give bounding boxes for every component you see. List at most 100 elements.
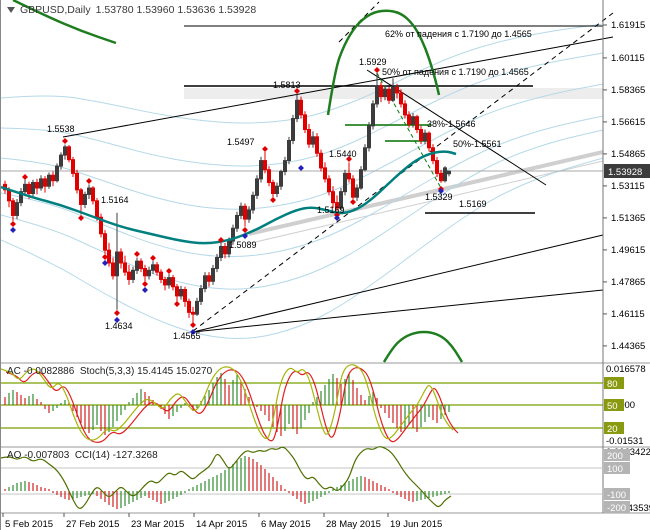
fractal-up-marker	[374, 67, 380, 73]
trendline[interactable]	[62, 36, 614, 138]
price-annotation: 1.5089	[229, 240, 257, 250]
candle-body	[203, 275, 207, 290]
envelope-line	[1, 157, 604, 339]
date-label: 6 May 2015	[261, 519, 311, 530]
candle-body	[63, 146, 67, 156]
price-annotation: 1.5813	[273, 80, 301, 90]
level-badge	[604, 377, 624, 389]
y-axis-label: 1.61915	[611, 20, 645, 31]
candle-body	[231, 227, 235, 242]
candle-body	[11, 200, 15, 216]
green-ma	[382, 330, 464, 363]
signal-marker	[142, 287, 148, 293]
candle-body	[195, 300, 199, 315]
signal-marker	[242, 233, 248, 239]
candle-body	[59, 154, 63, 167]
candle-body	[95, 200, 99, 218]
price-annotation: 1.4634	[105, 321, 133, 331]
candle-body	[223, 246, 227, 255]
level-badge	[604, 488, 630, 500]
candle-body	[163, 278, 167, 286]
gray-trendline[interactable]	[248, 150, 604, 236]
candle-body	[27, 183, 31, 194]
level-badge	[604, 422, 624, 434]
level-badge	[604, 462, 630, 474]
price-annotation: 62% от падения с 1.7190 до 1.4565	[385, 29, 532, 39]
level-badge-label: 50	[607, 401, 618, 412]
trendline[interactable]	[192, 234, 604, 333]
signal-marker	[298, 165, 304, 171]
candle-body	[79, 189, 83, 205]
green-ma	[12, 0, 117, 45]
candle-body	[111, 262, 115, 277]
candle-body	[343, 172, 347, 193]
candle-body	[115, 251, 119, 277]
signal-marker	[438, 188, 444, 194]
y-axis-label: 1.46115	[611, 309, 645, 320]
candle-body	[179, 288, 183, 297]
candle-body	[139, 260, 143, 269]
symbol-dropdown-icon[interactable]	[7, 7, 15, 13]
teal-ma	[1, 150, 457, 245]
gray-trendline[interactable]	[250, 160, 604, 244]
candle-body	[419, 128, 423, 141]
fractal-up-marker	[22, 174, 28, 180]
candle-body	[411, 116, 415, 125]
candle-body	[131, 269, 135, 280]
candle-body	[211, 267, 215, 282]
candle-body	[47, 174, 51, 187]
candle-body	[199, 288, 203, 302]
fractal-up-marker	[262, 146, 268, 152]
date-label: 23 Mar 2015	[131, 519, 184, 530]
price-annotation: 1.5538	[47, 124, 75, 134]
candle-body	[323, 167, 327, 180]
candle-body	[207, 275, 211, 282]
fractal-down-marker	[142, 281, 148, 287]
indicator-axis-label: 0.016578	[606, 364, 646, 375]
y-axis-label: 1.44365	[611, 341, 645, 352]
level-badge-label: -100	[607, 490, 626, 501]
fractal-down-marker	[102, 254, 108, 260]
candle-body	[391, 86, 395, 101]
level-badge-label: 20	[607, 424, 618, 435]
candle-body	[375, 85, 379, 105]
level-badge-label: 200	[607, 451, 623, 462]
candle-body	[275, 185, 279, 194]
fractal-up-marker	[346, 156, 352, 162]
candle-body	[31, 182, 35, 194]
fractal-up-marker	[218, 237, 224, 243]
candle-body	[403, 103, 407, 116]
price-annotation: 50% от падения с 1.7190 до 1.4565	[382, 67, 529, 77]
candle-body	[171, 277, 175, 288]
envelope-line	[1, 23, 604, 124]
candle-body	[355, 187, 359, 198]
candle-body	[447, 170, 451, 175]
trendline[interactable]	[192, 289, 604, 333]
candle-body	[443, 167, 447, 182]
candle-body	[283, 160, 287, 173]
price-annotation: 1.5497	[227, 137, 255, 147]
candle-body	[263, 160, 267, 171]
candle-body	[303, 114, 307, 130]
price-annotation: 50%-1.5561	[453, 139, 502, 149]
y-axis-label: 1.49615	[611, 245, 645, 256]
fractal-down-marker	[78, 215, 84, 221]
price-annotation: 1.5169	[317, 205, 345, 215]
panel1-title: AC -0.0082886 Stoch(5,3,3) 15.4145 15.02…	[7, 366, 213, 377]
candle-body	[383, 88, 387, 98]
candle-body	[219, 246, 223, 258]
candle-body	[255, 178, 259, 196]
green-ma	[326, 9, 441, 116]
candle-body	[107, 249, 111, 264]
y-axis-label: 1.53115	[611, 181, 645, 192]
level-badge-label: 100	[607, 464, 623, 475]
candle-body	[379, 85, 383, 98]
price-annotation: 1.5440	[329, 149, 357, 159]
fractal-up-marker	[62, 138, 68, 144]
date-label: 5 Feb 2015	[5, 519, 53, 530]
candle-body	[259, 160, 263, 180]
ohlc-values: 1.53780 1.53960 1.53636 1.53928	[95, 4, 257, 16]
candle-body	[151, 264, 155, 271]
